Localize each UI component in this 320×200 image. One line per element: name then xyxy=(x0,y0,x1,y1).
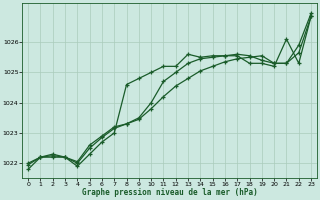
X-axis label: Graphe pression niveau de la mer (hPa): Graphe pression niveau de la mer (hPa) xyxy=(82,188,258,197)
